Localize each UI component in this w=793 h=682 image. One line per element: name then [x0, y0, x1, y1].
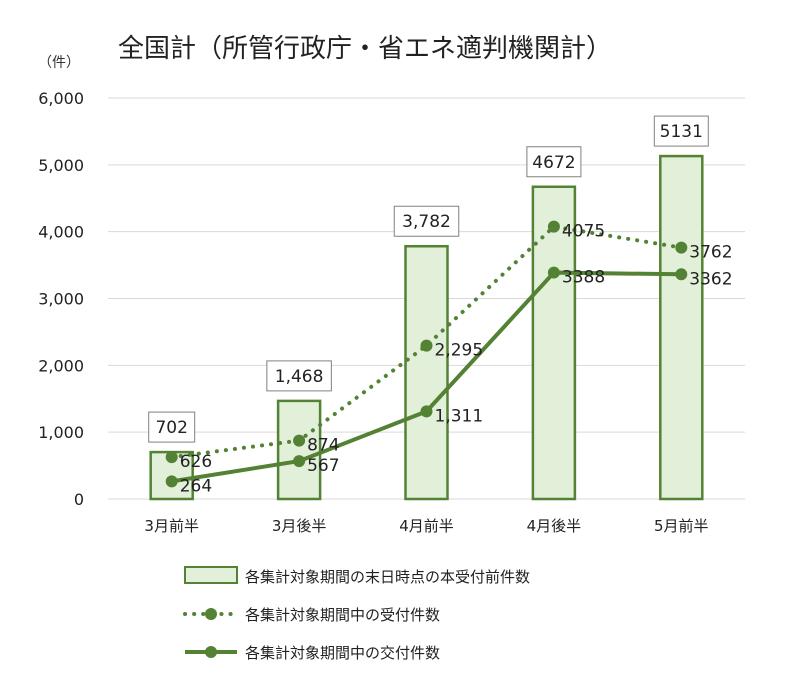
legend-label: 各集計対象期間中の受付件数	[245, 606, 440, 624]
y-axis-ticks: 0 1,000 2,000 3,000 4,000 5,000 6,000	[38, 89, 84, 509]
point-data-label: 2,295	[435, 341, 484, 361]
line-series	[165, 220, 688, 488]
bar	[276, 399, 322, 501]
bar-label-box	[266, 360, 332, 392]
bar	[531, 185, 577, 501]
point-data-label: 1,311	[435, 406, 484, 426]
y-tick-label: 2,000	[38, 356, 84, 375]
bar-label-box	[526, 146, 582, 178]
series-point	[675, 241, 688, 254]
legend-marker	[205, 608, 217, 620]
y-axis-unit-label: （件）	[38, 55, 80, 71]
series-point	[165, 475, 178, 488]
bar-series	[149, 154, 704, 501]
point-data-label: 3362	[689, 269, 732, 289]
series-point	[420, 405, 433, 418]
bar-label-box	[393, 205, 460, 237]
point-data-label: 567	[307, 456, 339, 476]
x-category-label: 5月前半	[654, 517, 709, 535]
point-data-label: 4075	[562, 222, 605, 242]
series-point	[293, 434, 306, 447]
y-tick-label: 3,000	[38, 290, 84, 309]
x-axis-categories: 3月前半 3月後半 4月前半 4月後半 5月前半	[144, 517, 708, 535]
bar-data-label: 702	[155, 418, 187, 438]
series-point	[420, 339, 433, 352]
series-point	[293, 455, 306, 468]
point-data-label: 626	[180, 452, 212, 472]
legend-label: 各集計対象期間中の交付件数	[245, 644, 440, 662]
legend-marker	[205, 646, 217, 658]
x-category-label: 4月前半	[399, 517, 454, 535]
y-tick-label: 4,000	[38, 223, 84, 242]
x-category-label: 4月後半	[527, 517, 582, 535]
y-tick-label: 1,000	[38, 423, 84, 442]
bar-data-label: 3,782	[402, 212, 451, 232]
y-tick-label: 5,000	[38, 156, 84, 175]
legend: 各集計対象期間の末日時点の本受付前件数各集計対象期間中の受付件数各集計対象期間中…	[183, 566, 530, 662]
bar-label-box	[653, 115, 709, 147]
point-data-label: 264	[180, 476, 212, 496]
y-tick-label: 6,000	[38, 89, 84, 108]
data-labels: 702 1,468 3,782 4672 5131 626 874 2,295 4075 3762…	[148, 115, 733, 496]
legend-label: 各集計対象期間の末日時点の本受付前件数	[245, 568, 530, 586]
point-data-label: 874	[307, 436, 339, 456]
bar-data-label: 1,468	[275, 367, 324, 387]
chart-title: 全国計（所管行政庁・省エネ適判機関計）	[118, 34, 612, 64]
x-category-label: 3月後半	[272, 517, 327, 535]
bar-data-label: 5131	[660, 122, 703, 142]
y-tick-label: 0	[74, 490, 84, 509]
series-point	[675, 268, 688, 281]
legend-bar-swatch	[184, 566, 238, 584]
x-category-label: 3月前半	[144, 517, 199, 535]
bar	[659, 154, 704, 501]
bar-label-box	[148, 411, 196, 443]
bar-data-label: 4672	[532, 153, 575, 173]
series-point	[165, 451, 178, 464]
series-point	[547, 266, 560, 279]
series-point	[547, 220, 560, 233]
bar	[404, 244, 449, 501]
point-data-label: 3388	[562, 268, 605, 288]
point-data-label: 3762	[689, 243, 732, 263]
